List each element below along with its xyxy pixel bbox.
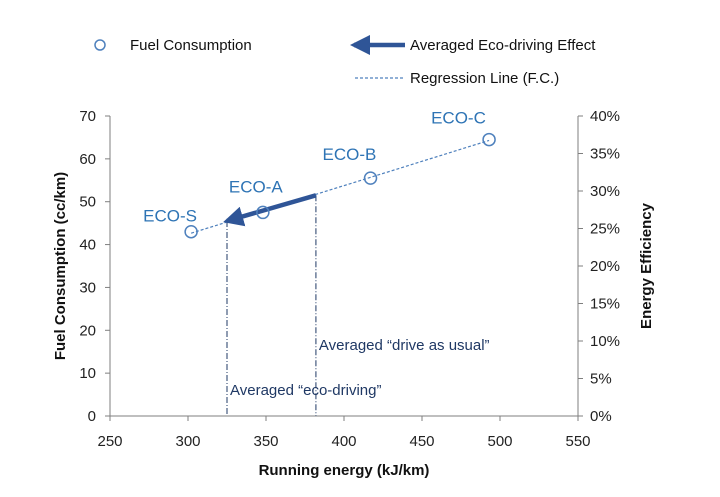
y-tick-label: 50 (79, 194, 96, 211)
annotation-drive-as-usual: Averaged “drive as usual” (319, 337, 490, 354)
y2-tick-label: 40% (590, 108, 620, 125)
data-point-eco-b (363, 171, 378, 185)
data-point-eco-s (184, 224, 198, 239)
data-point-eco-c (482, 132, 496, 147)
y-tick-label: 40 (79, 237, 96, 254)
y2-tick-label: 30% (590, 183, 620, 200)
annotation-eco-driving: Averaged “eco-driving” (230, 382, 381, 399)
y-tick-label: 10 (79, 365, 96, 382)
y2-tick-label: 15% (590, 296, 620, 313)
legend-label-fuel-consumption: Fuel Consumption (130, 37, 252, 54)
data-label-eco-a: ECO-A (229, 177, 284, 196)
y-tick-label: 60 (79, 151, 96, 168)
x-tick-label: 400 (331, 433, 356, 450)
x-tick-label: 450 (409, 433, 434, 450)
legend-label-regression: Regression Line (F.C.) (410, 70, 559, 87)
y2-tick-label: 10% (590, 333, 620, 350)
ticks: 250 300 350 400 450 500 550 0 10 20 30 40 50 60 70 0% 5%… (79, 108, 620, 450)
y2-tick-label: 35% (590, 146, 620, 163)
y-axis-title: Fuel Consumption (cc/km) (52, 172, 69, 360)
y-tick-label: 70 (79, 108, 96, 125)
y2-tick-label: 5% (590, 371, 612, 388)
data-label-eco-c: ECO-C (431, 109, 486, 128)
data-points: ECO-S ECO-A ECO-B ECO-C (143, 109, 496, 239)
data-label-eco-s: ECO-S (143, 207, 197, 226)
x-tick-label: 250 (97, 433, 122, 450)
y2-tick-label: 0% (590, 408, 612, 425)
x-tick-label: 550 (565, 433, 590, 450)
eco-driving-effect-arrow (223, 193, 317, 227)
x-tick-label: 300 (175, 433, 200, 450)
y2-axis-title: Energy Efficiency (638, 202, 655, 329)
y2-tick-label: 25% (590, 221, 620, 238)
data-point-eco-a (256, 205, 270, 220)
data-label-eco-b: ECO-B (323, 145, 377, 164)
legend-marker-fuel-consumption (94, 39, 106, 51)
y2-tick-label: 20% (590, 258, 620, 275)
y-tick-label: 0 (88, 408, 96, 425)
legend-label-eco-effect: Averaged Eco-driving Effect (410, 37, 596, 54)
x-tick-label: 500 (487, 433, 512, 450)
legend: Fuel Consumption Averaged Eco-driving Ef… (94, 34, 596, 87)
x-axis-title: Running energy (kJ/km) (259, 462, 430, 479)
y-tick-label: 20 (79, 322, 96, 339)
y-tick-label: 30 (79, 279, 96, 296)
x-tick-label: 350 (253, 433, 278, 450)
